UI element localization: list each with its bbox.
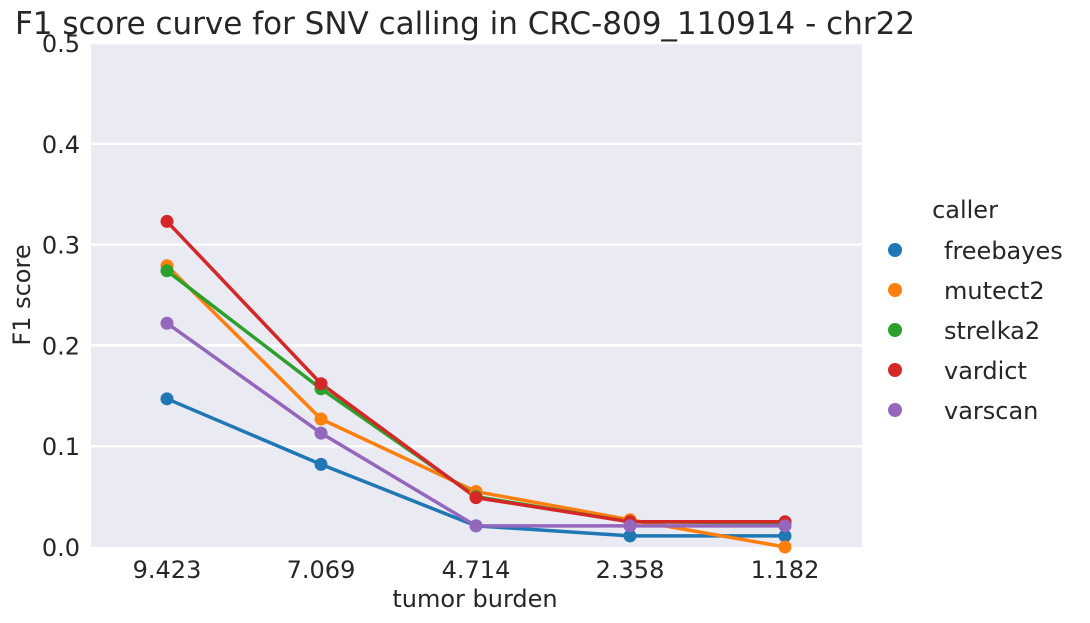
data-point-vardict bbox=[469, 491, 483, 505]
legend-marker-vardict bbox=[888, 363, 902, 377]
y-tick-label: 0.0 bbox=[42, 534, 80, 562]
data-point-freebayes bbox=[778, 529, 792, 543]
y-tick-label: 0.2 bbox=[42, 332, 80, 360]
data-point-strelka2 bbox=[160, 264, 174, 278]
legend-marker-mutect2 bbox=[888, 283, 902, 297]
x-tick-labels: 9.423 7.069 4.714 2.358 1.182 bbox=[133, 556, 820, 584]
legend-marker-strelka2 bbox=[888, 323, 902, 337]
legend: caller freebayes mutect2 strelka2 vardict va… bbox=[888, 196, 1063, 425]
data-point-mutect2 bbox=[778, 540, 792, 554]
x-tick-label: 4.714 bbox=[442, 556, 511, 584]
legend-label: mutect2 bbox=[944, 277, 1045, 305]
y-tick-label: 0.5 bbox=[42, 30, 80, 58]
y-axis-label: F1 score bbox=[8, 244, 36, 345]
legend-items: freebayes mutect2 strelka2 vardict varscan bbox=[888, 237, 1063, 425]
data-point-mutect2 bbox=[314, 412, 328, 426]
data-point-varscan bbox=[778, 519, 792, 533]
x-axis-label: tumor burden bbox=[392, 585, 557, 613]
data-point-freebayes bbox=[623, 529, 637, 543]
data-point-vardict bbox=[314, 377, 328, 391]
legend-label: vardict bbox=[944, 357, 1027, 385]
data-point-vardict bbox=[160, 214, 174, 228]
chart-title: F1 score curve for SNV calling in CRC-80… bbox=[15, 6, 915, 42]
legend-label: strelka2 bbox=[944, 317, 1040, 345]
x-tick-label: 1.182 bbox=[751, 556, 820, 584]
data-point-varscan bbox=[160, 316, 174, 330]
legend-title: caller bbox=[932, 196, 998, 224]
y-tick-label: 0.1 bbox=[42, 433, 80, 461]
data-point-freebayes bbox=[314, 457, 328, 471]
y-tick-labels: 0.0 0.1 0.2 0.3 0.4 0.5 bbox=[42, 30, 80, 562]
data-point-varscan bbox=[623, 519, 637, 533]
x-tick-label: 7.069 bbox=[287, 556, 356, 584]
legend-marker-freebayes bbox=[888, 243, 902, 257]
legend-label: freebayes bbox=[944, 237, 1063, 265]
series-points bbox=[160, 214, 792, 554]
plot-background bbox=[91, 43, 862, 547]
y-tick-label: 0.3 bbox=[42, 232, 80, 260]
legend-label: varscan bbox=[944, 397, 1038, 425]
gridlines bbox=[91, 41, 862, 448]
data-point-freebayes bbox=[160, 392, 174, 406]
y-tick-label: 0.4 bbox=[42, 131, 80, 159]
legend-marker-varscan bbox=[888, 403, 902, 417]
data-point-varscan bbox=[314, 426, 328, 440]
x-tick-label: 9.423 bbox=[133, 556, 202, 584]
data-point-varscan bbox=[469, 519, 483, 533]
x-tick-label: 2.358 bbox=[596, 556, 665, 584]
